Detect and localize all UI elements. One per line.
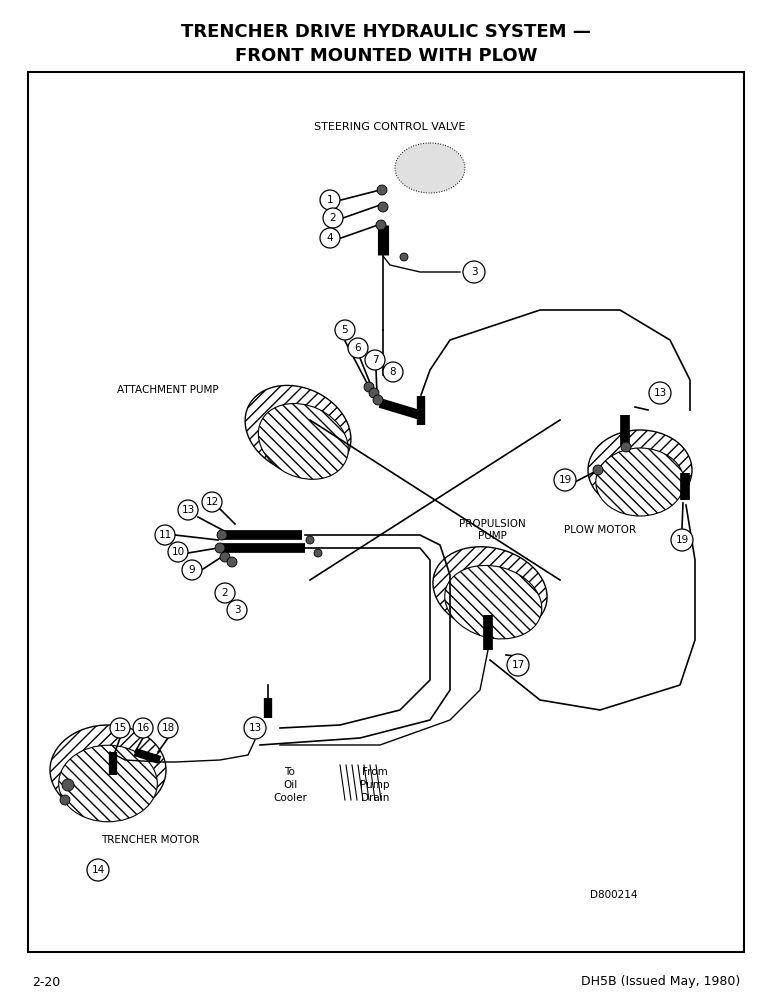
Text: TRENCHER MOTOR: TRENCHER MOTOR (101, 835, 199, 845)
Circle shape (320, 190, 340, 210)
Circle shape (168, 542, 188, 562)
Circle shape (215, 543, 225, 553)
Circle shape (220, 552, 230, 562)
Text: 12: 12 (205, 497, 218, 507)
Circle shape (554, 469, 576, 491)
Circle shape (217, 530, 227, 540)
Circle shape (369, 388, 379, 398)
Circle shape (364, 382, 374, 392)
Circle shape (320, 228, 340, 248)
Text: 19: 19 (676, 535, 689, 545)
Text: 16: 16 (137, 723, 150, 733)
Circle shape (507, 654, 529, 676)
Ellipse shape (596, 448, 684, 516)
Circle shape (87, 859, 109, 881)
Circle shape (376, 220, 386, 230)
Text: ATTACHMENT PUMP: ATTACHMENT PUMP (117, 385, 218, 395)
Circle shape (621, 442, 631, 452)
Circle shape (593, 465, 603, 475)
Text: 18: 18 (161, 723, 174, 733)
Text: 11: 11 (158, 530, 171, 540)
Text: 9: 9 (188, 565, 195, 575)
Text: 17: 17 (511, 660, 525, 670)
Circle shape (378, 202, 388, 212)
Circle shape (377, 185, 387, 195)
Circle shape (383, 362, 403, 382)
Text: 1: 1 (327, 195, 334, 205)
Circle shape (227, 600, 247, 620)
Text: D800214: D800214 (590, 890, 638, 900)
Circle shape (158, 718, 178, 738)
Circle shape (133, 718, 153, 738)
Text: 4: 4 (327, 233, 334, 243)
Text: PLOW MOTOR: PLOW MOTOR (564, 525, 636, 535)
Ellipse shape (259, 404, 348, 479)
Circle shape (155, 525, 175, 545)
Circle shape (400, 253, 408, 261)
Ellipse shape (433, 547, 547, 633)
Circle shape (60, 795, 70, 805)
Ellipse shape (50, 725, 166, 815)
Circle shape (373, 395, 383, 405)
Circle shape (649, 382, 671, 404)
Text: 5: 5 (342, 325, 348, 335)
Text: 6: 6 (354, 343, 361, 353)
Circle shape (244, 717, 266, 739)
Text: 2: 2 (222, 588, 229, 598)
Circle shape (178, 500, 198, 520)
Text: 3: 3 (471, 267, 477, 277)
Circle shape (314, 549, 322, 557)
Text: 14: 14 (91, 865, 105, 875)
Circle shape (463, 261, 485, 283)
Circle shape (62, 779, 74, 791)
Circle shape (227, 557, 237, 567)
Text: From
Pump
Drain: From Pump Drain (361, 767, 390, 803)
Circle shape (323, 208, 343, 228)
Text: 8: 8 (390, 367, 396, 377)
Text: FRONT MOUNTED WITH PLOW: FRONT MOUNTED WITH PLOW (235, 47, 537, 65)
Text: 7: 7 (371, 355, 378, 365)
Text: 13: 13 (653, 388, 667, 398)
Text: To
Oil
Cooler: To Oil Cooler (273, 767, 307, 803)
Ellipse shape (395, 143, 465, 193)
Text: 15: 15 (113, 723, 127, 733)
Circle shape (202, 492, 222, 512)
Text: 13: 13 (181, 505, 195, 515)
Circle shape (306, 536, 314, 544)
Text: 2-20: 2-20 (32, 976, 60, 988)
Circle shape (348, 338, 368, 358)
Ellipse shape (588, 430, 692, 510)
Text: DH5B (Issued May, 1980): DH5B (Issued May, 1980) (581, 976, 740, 988)
Text: 3: 3 (234, 605, 240, 615)
Circle shape (365, 350, 385, 370)
Circle shape (215, 583, 235, 603)
Text: 2: 2 (330, 213, 337, 223)
Text: PROPULSION
PUMP: PROPULSION PUMP (459, 519, 526, 541)
Ellipse shape (445, 565, 542, 639)
Circle shape (671, 529, 693, 551)
Ellipse shape (59, 745, 157, 822)
Text: TRENCHER DRIVE HYDRAULIC SYSTEM —: TRENCHER DRIVE HYDRAULIC SYSTEM — (181, 23, 591, 41)
Circle shape (335, 320, 355, 340)
Text: 19: 19 (558, 475, 571, 485)
Circle shape (182, 560, 202, 580)
Ellipse shape (245, 385, 351, 475)
Text: 13: 13 (249, 723, 262, 733)
Text: 10: 10 (171, 547, 185, 557)
Bar (28, 72, 744, 952)
Text: STEERING CONTROL VALVE: STEERING CONTROL VALVE (314, 122, 466, 132)
Circle shape (110, 718, 130, 738)
